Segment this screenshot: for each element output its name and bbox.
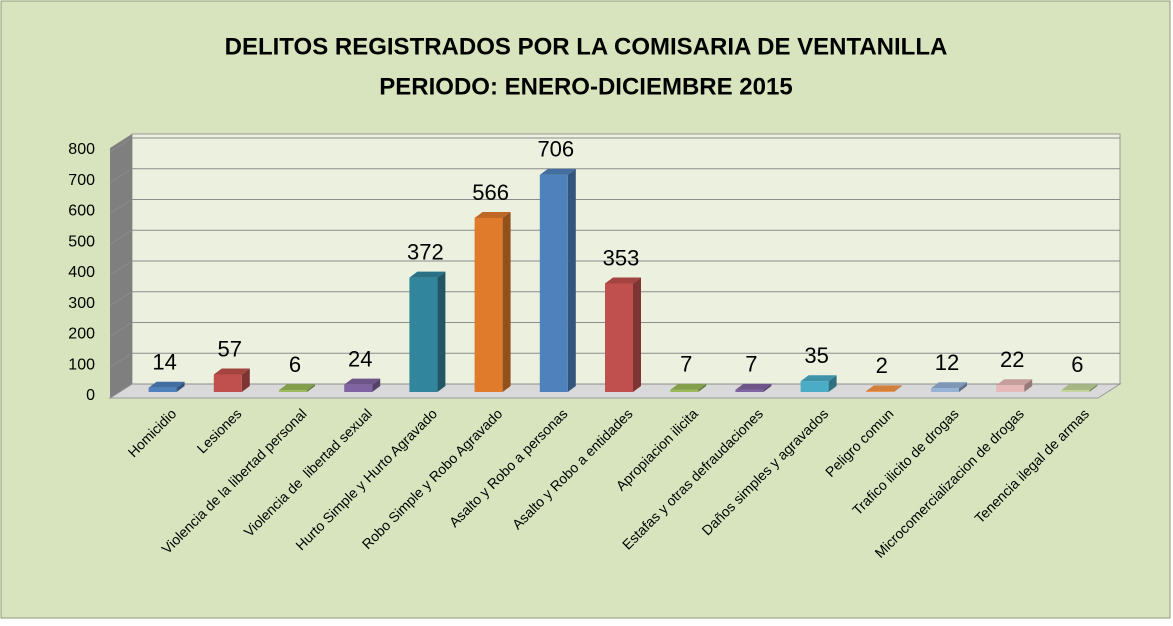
bar-top <box>800 375 837 382</box>
bar-top <box>865 385 902 392</box>
bar <box>931 388 959 392</box>
grid-line <box>109 260 133 276</box>
y-tick-label: 200 <box>68 326 95 343</box>
bar-top <box>409 271 446 278</box>
bar <box>735 389 764 392</box>
value-label: 706 <box>537 137 574 162</box>
bar-side <box>633 277 641 392</box>
bar-top <box>344 378 381 385</box>
bar-top <box>539 168 576 175</box>
value-label: 566 <box>472 180 509 205</box>
bar-side <box>763 383 772 392</box>
bar <box>670 389 699 392</box>
bar-side <box>567 168 576 392</box>
bar-side <box>893 385 902 392</box>
value-label: 353 <box>603 245 640 270</box>
bar-top <box>279 384 315 391</box>
y-tick-label: 500 <box>68 233 95 250</box>
y-tick-label: 700 <box>68 172 95 189</box>
bar-side <box>1089 384 1098 392</box>
value-label: 14 <box>152 350 176 375</box>
grid-line <box>109 199 133 214</box>
bar-top <box>1061 384 1098 391</box>
grid-line <box>109 322 133 337</box>
bar-side <box>1024 379 1033 392</box>
value-label: 7 <box>680 352 692 377</box>
bar-top <box>605 277 641 284</box>
grid-line <box>109 229 133 245</box>
value-label: 372 <box>407 239 444 264</box>
y-tick-label: 800 <box>68 141 95 158</box>
bar-side <box>372 378 381 392</box>
bar-top <box>148 381 185 388</box>
bar <box>474 217 503 392</box>
bar <box>605 283 633 392</box>
bar <box>344 384 373 392</box>
bar-side <box>959 382 967 392</box>
grid-line <box>109 352 133 368</box>
value-label: 24 <box>348 346 372 371</box>
chart-subtitle: PERIODO: ENERO-DICIEMBRE 2015 <box>379 73 792 100</box>
bar-side <box>502 211 511 392</box>
grid-line <box>109 383 133 399</box>
grid-line <box>109 291 133 307</box>
y-tick-label: 400 <box>68 264 95 281</box>
bar-top <box>474 211 511 218</box>
value-label: 6 <box>1071 352 1083 377</box>
bar-side <box>698 383 707 392</box>
value-label: 35 <box>804 343 828 368</box>
value-label: 7 <box>745 352 757 377</box>
value-label: 2 <box>876 353 888 378</box>
bar <box>148 387 177 392</box>
bar-side <box>437 271 446 392</box>
bar-top <box>213 368 250 375</box>
bar-side <box>176 381 185 392</box>
value-label: 12 <box>935 350 959 375</box>
bar <box>800 381 829 392</box>
y-tick-label: 300 <box>68 295 95 312</box>
bar-side <box>307 384 315 392</box>
bar-top <box>996 379 1033 386</box>
value-label: 57 <box>218 336 242 361</box>
y-tick-label: 0 <box>86 387 95 404</box>
grid-line <box>109 168 133 184</box>
y-tick-label: 100 <box>68 356 95 373</box>
bar-top <box>735 383 772 390</box>
bar <box>409 277 438 392</box>
grid-line <box>109 137 133 153</box>
bar-top <box>670 383 707 390</box>
side-wall <box>110 134 132 398</box>
chart-title: DELITOS REGISTRADOS POR LA COMISARIA DE … <box>225 33 948 60</box>
bar <box>213 374 242 392</box>
y-tick-label: 600 <box>68 203 95 220</box>
bar-side <box>828 375 837 392</box>
bar-top <box>931 382 967 389</box>
bar <box>996 385 1025 392</box>
bar <box>279 390 307 392</box>
bar <box>865 391 894 392</box>
bar <box>1061 390 1090 392</box>
bar <box>539 174 568 392</box>
value-label: 6 <box>289 352 301 377</box>
value-label: 22 <box>1000 347 1024 372</box>
bar-side <box>241 368 250 392</box>
